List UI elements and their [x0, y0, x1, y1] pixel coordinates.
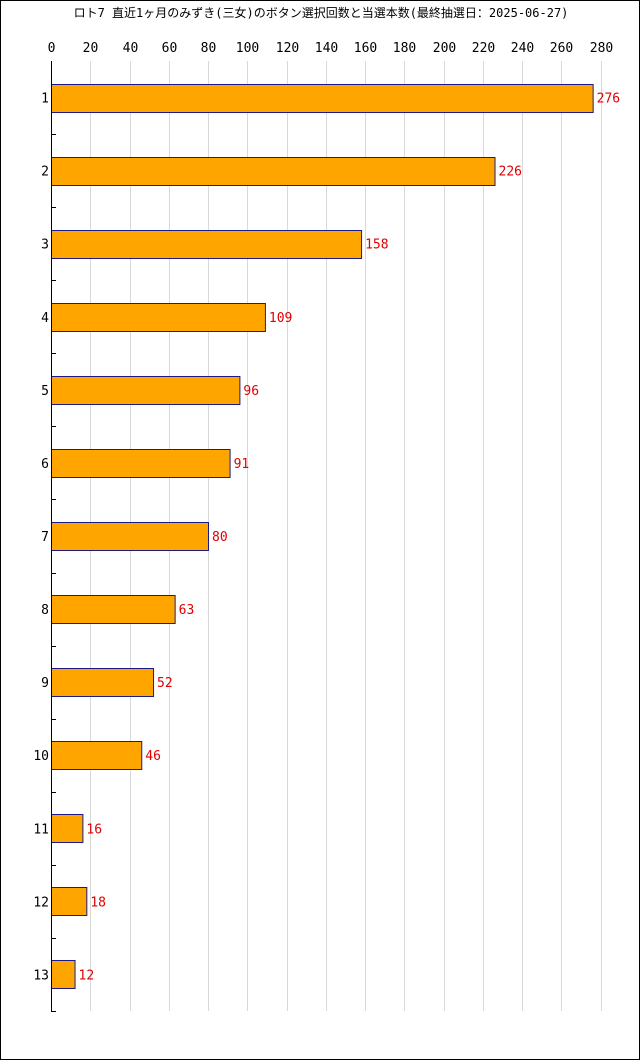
- value-label: 80: [212, 530, 228, 545]
- value-label: 12: [79, 968, 95, 983]
- category-label: 7: [41, 530, 49, 545]
- category-label: 1: [41, 92, 49, 107]
- bar: [51, 741, 143, 770]
- value-label: 63: [179, 603, 195, 618]
- x-tick-label: 240: [511, 41, 534, 56]
- category-label: 13: [33, 968, 49, 983]
- bar: [51, 303, 266, 332]
- x-tick-label: 260: [550, 41, 573, 56]
- bar: [51, 668, 155, 697]
- bar: [51, 814, 84, 843]
- bar: [51, 376, 241, 405]
- value-label: 91: [234, 457, 250, 472]
- value-label: 18: [90, 895, 106, 910]
- x-tick-label: 60: [162, 41, 178, 56]
- value-label: 109: [269, 311, 292, 326]
- x-tick-label: 100: [236, 41, 259, 56]
- bar: [51, 449, 231, 478]
- x-axis-ticks: 0 20 40 60 80 100 120 140 160 180 200 220 240 260 280: [48, 41, 613, 1012]
- category-label: 2: [41, 165, 49, 180]
- x-tick-label: 140: [315, 41, 338, 56]
- category-label: 4: [41, 311, 49, 326]
- value-label: 52: [157, 676, 173, 691]
- category-label: 6: [41, 457, 49, 472]
- value-label: 46: [145, 749, 161, 764]
- x-tick-label: 20: [83, 41, 99, 56]
- bar: [51, 887, 88, 916]
- x-tick-label: 280: [590, 41, 613, 56]
- bar: [51, 84, 594, 113]
- bars: [51, 84, 594, 989]
- value-label: 226: [499, 165, 522, 180]
- labels: 1 276 2 226 3 158 4 109 5 96 6 91 7 80 8 63 9 52 10 46 11 16 1…: [33, 92, 620, 984]
- category-label: 11: [33, 822, 49, 837]
- value-label: 96: [243, 384, 259, 399]
- category-label: 12: [33, 895, 49, 910]
- category-label: 8: [41, 603, 49, 618]
- x-tick-label: 40: [123, 41, 139, 56]
- x-tick-label: 120: [276, 41, 299, 56]
- value-label: 158: [365, 238, 388, 253]
- x-tick-label: 200: [433, 41, 456, 56]
- x-tick-label: 220: [472, 41, 495, 56]
- category-label: 10: [33, 749, 49, 764]
- chart-title: ロト7 直近1ヶ月のみずき(三女)のボタン選択回数と当選本数(最終抽選日：202…: [73, 6, 569, 20]
- category-label: 9: [41, 676, 49, 691]
- value-label: 16: [86, 822, 102, 837]
- x-tick-label: 80: [201, 41, 217, 56]
- category-label: 3: [41, 238, 49, 253]
- bar: [51, 960, 76, 989]
- bar: [51, 522, 209, 551]
- value-label: 276: [597, 92, 620, 107]
- x-tick-label: 160: [354, 41, 377, 56]
- bar: [51, 157, 496, 186]
- category-label: 5: [41, 384, 49, 399]
- bar: [51, 595, 176, 624]
- x-tick-label: 0: [48, 41, 56, 56]
- bar: [51, 230, 363, 259]
- x-tick-label: 180: [393, 41, 416, 56]
